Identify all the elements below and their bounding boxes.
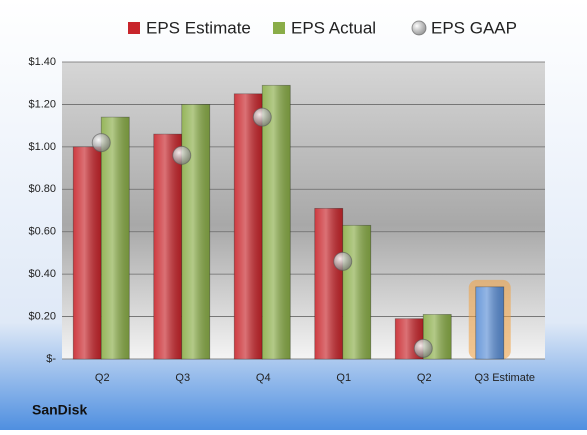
y-tick-label: $1.20 [28,98,56,110]
bar-shine [314,208,343,359]
gaap-marker [252,107,272,127]
bar-shine [181,104,210,359]
legend-swatch [273,22,285,34]
y-tick-label: $- [46,353,56,365]
y-tick-label: $0.60 [28,226,56,238]
x-tick-label: Q1 [336,372,351,384]
gaap-marker [333,251,353,271]
y-tick-label: $1.40 [28,56,56,68]
x-tick-label: Q3 [175,372,190,384]
y-tick-label: $0.20 [28,310,56,322]
legend-label: EPS GAAP [431,18,517,37]
x-tick-label: Q2 [95,372,110,384]
bar-shine [153,134,182,359]
x-tick-label: Q3 Estimate [474,372,535,384]
legend-label: EPS Estimate [146,18,251,37]
company-name: SanDisk [32,402,87,418]
bar-shine [262,85,291,359]
plot-area [62,62,545,359]
bar-shine [475,286,504,359]
gaap-marker [172,145,192,165]
gaap-marker [413,338,433,358]
y-tick-label: $1.00 [28,141,56,153]
x-tick-label: Q4 [256,372,271,384]
bar-shine [73,146,102,359]
y-tick-label: $0.80 [28,183,56,195]
y-tick-label: $0.40 [28,268,56,280]
bar-shine [234,93,263,360]
x-tick-label: Q2 [417,372,432,384]
bar-shine [101,117,130,360]
bar-shine [342,225,371,359]
gaap-marker [91,133,111,153]
legend-swatch [411,20,427,36]
legend-label: EPS Actual [291,18,376,37]
legend-swatch [128,22,140,34]
